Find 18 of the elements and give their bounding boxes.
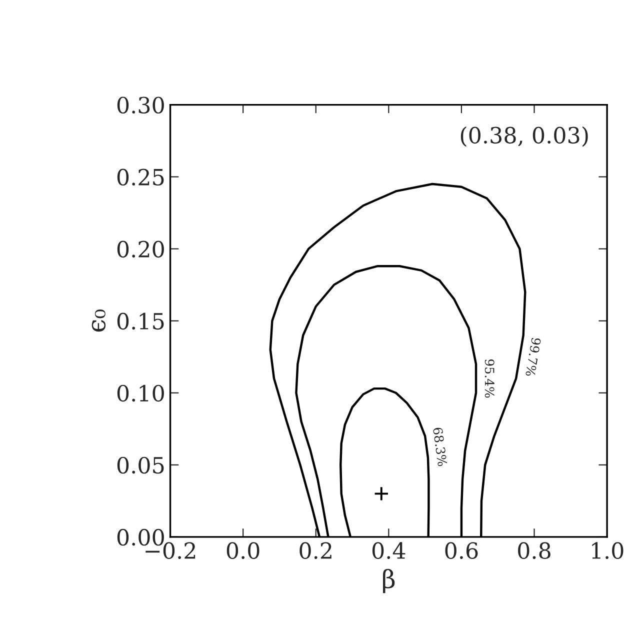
x-tick-label: 0.6 — [445, 542, 478, 559]
y-tick-label: 0.30 — [117, 96, 164, 114]
y-tick-label: 0.05 — [117, 456, 164, 474]
text: 68.3% — [432, 427, 448, 466]
y-tick-label: 0.10 — [117, 384, 164, 402]
y-tick-label: 0.20 — [117, 240, 164, 258]
x-tick-label: 0.8 — [518, 542, 550, 559]
text: 99.7% — [525, 337, 542, 377]
x-tick-label: 0.2 — [300, 542, 332, 559]
y-tick-label: 0.25 — [117, 168, 164, 186]
x-tick-label: 1.0 — [592, 542, 624, 559]
x-axis-title: β — [383, 568, 395, 594]
x-tick-label: 0.0 — [226, 542, 260, 559]
text: 95.4% — [484, 359, 494, 398]
y-tick-label: 0.15 — [117, 312, 164, 330]
x-tick-label: 0.4 — [372, 542, 406, 559]
annotation: (0.38, 0.03) — [460, 126, 588, 147]
y-axis-title: ϵ₀ — [92, 309, 106, 332]
